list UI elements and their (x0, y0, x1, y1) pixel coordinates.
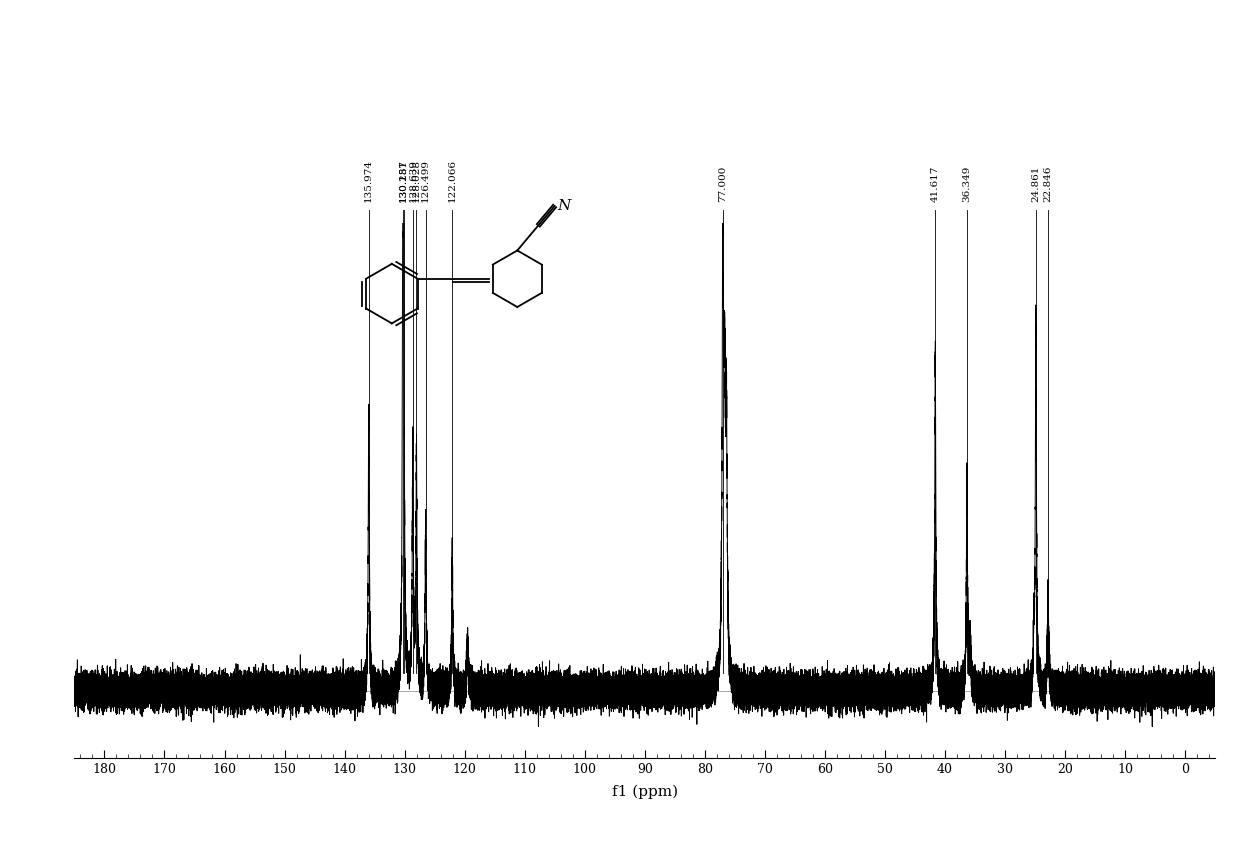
Text: N: N (557, 199, 570, 213)
Text: 77.000: 77.000 (718, 165, 728, 201)
Text: 22.846: 22.846 (1044, 165, 1053, 201)
Text: 130.157: 130.157 (399, 158, 408, 201)
Text: 135.974: 135.974 (365, 158, 373, 201)
Text: 122.066: 122.066 (448, 158, 456, 201)
Text: 128.639: 128.639 (408, 158, 418, 201)
X-axis label: f1 (ppm): f1 (ppm) (611, 784, 678, 798)
Text: 36.349: 36.349 (962, 165, 971, 201)
Text: 128.028: 128.028 (412, 158, 420, 201)
Text: 126.499: 126.499 (422, 158, 430, 201)
Text: 24.861: 24.861 (1032, 165, 1040, 201)
Text: 130.281: 130.281 (398, 158, 408, 201)
Text: 41.617: 41.617 (931, 165, 940, 201)
